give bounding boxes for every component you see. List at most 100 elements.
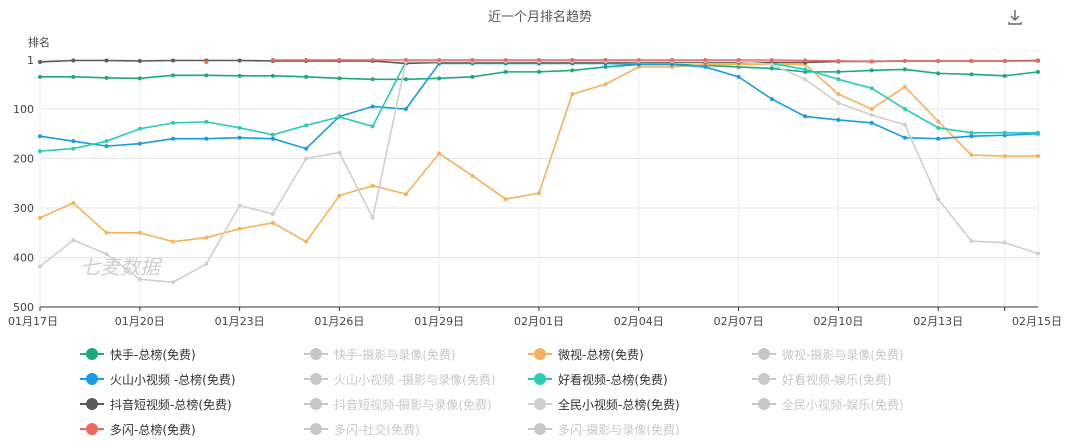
series-point[interactable] — [370, 77, 375, 82]
series-point[interactable] — [171, 120, 176, 125]
series-point[interactable] — [902, 67, 907, 72]
series-point[interactable] — [38, 264, 42, 269]
series-point[interactable] — [71, 139, 76, 144]
series-point[interactable] — [869, 86, 874, 91]
series-point[interactable] — [1002, 58, 1007, 63]
series-point[interactable] — [204, 73, 209, 78]
legend-item[interactable]: 全民小视频-总榜(免费) — [528, 394, 680, 414]
series-point[interactable] — [38, 149, 42, 154]
series-point[interactable] — [204, 119, 209, 124]
series-point[interactable] — [1036, 69, 1040, 74]
series-point[interactable] — [936, 119, 941, 124]
series-point[interactable] — [337, 193, 342, 198]
series-point[interactable] — [171, 239, 176, 244]
series-point[interactable] — [71, 146, 76, 151]
series-point[interactable] — [304, 58, 309, 62]
series-point[interactable] — [1036, 58, 1040, 63]
series-point[interactable] — [869, 59, 874, 64]
series-point[interactable] — [936, 125, 941, 130]
series-point[interactable] — [104, 230, 109, 235]
legend-item[interactable]: 全民小视频-娱乐(免费) — [752, 394, 904, 414]
series-point[interactable] — [237, 58, 242, 63]
series-point[interactable] — [769, 97, 774, 102]
series-point[interactable] — [537, 58, 541, 62]
series-point[interactable] — [603, 64, 608, 69]
series-point[interactable] — [171, 73, 176, 78]
series-point[interactable] — [902, 135, 907, 140]
series-point[interactable] — [836, 69, 841, 74]
series-point[interactable] — [270, 132, 275, 137]
series-point[interactable] — [370, 215, 375, 220]
series-point[interactable] — [71, 58, 76, 63]
series-point[interactable] — [204, 59, 209, 64]
series-point[interactable] — [137, 141, 142, 146]
series-point[interactable] — [437, 151, 442, 156]
series-point[interactable] — [902, 122, 907, 127]
series-point[interactable] — [38, 59, 42, 64]
series-point[interactable] — [936, 197, 941, 202]
series-point[interactable] — [270, 136, 275, 141]
legend-item[interactable]: 微视-摄影与录像(免费) — [752, 344, 904, 364]
legend-item[interactable]: 抖音短视频-总榜(免费) — [80, 394, 232, 414]
series-point[interactable] — [1002, 130, 1007, 135]
series-point[interactable] — [337, 76, 342, 81]
series-point[interactable] — [803, 58, 808, 63]
series-point[interactable] — [1036, 130, 1040, 135]
legend-item[interactable]: 火山小视频 -摄影与录像(免费) — [304, 369, 496, 389]
legend-item[interactable]: 多闪-社交(免费) — [304, 419, 420, 439]
series-point[interactable] — [803, 114, 808, 119]
series-point[interactable] — [869, 112, 874, 117]
series-point[interactable] — [403, 192, 408, 197]
series-point[interactable] — [836, 77, 841, 82]
series-point[interactable] — [403, 107, 408, 112]
series-point[interactable] — [836, 101, 841, 106]
series-point[interactable] — [437, 76, 442, 81]
series-point[interactable] — [270, 58, 275, 62]
series-point[interactable] — [437, 58, 442, 62]
series-point[interactable] — [503, 69, 508, 74]
series-point[interactable] — [403, 77, 408, 82]
series-point[interactable] — [370, 124, 375, 129]
series-point[interactable] — [969, 130, 974, 135]
series-point[interactable] — [1036, 154, 1040, 159]
series-point[interactable] — [803, 67, 808, 72]
series-point[interactable] — [104, 144, 109, 149]
series-point[interactable] — [503, 197, 508, 202]
series-point[interactable] — [969, 58, 974, 63]
legend-item[interactable]: 快手-总榜(免费) — [80, 344, 196, 364]
series-point[interactable] — [1002, 240, 1007, 245]
series-point[interactable] — [204, 136, 209, 141]
legend-item[interactable]: 好看视频-总榜(免费) — [528, 369, 668, 389]
legend-item[interactable]: 好看视频-娱乐(免费) — [752, 369, 892, 389]
series-point[interactable] — [703, 58, 708, 62]
series-point[interactable] — [969, 239, 974, 244]
series-point[interactable] — [370, 58, 375, 62]
series-point[interactable] — [137, 76, 142, 81]
series-point[interactable] — [503, 58, 508, 62]
series-point[interactable] — [470, 74, 475, 79]
series-point[interactable] — [969, 72, 974, 77]
series-point[interactable] — [171, 58, 176, 63]
series-point[interactable] — [304, 123, 309, 128]
series-point[interactable] — [836, 58, 841, 63]
series-point[interactable] — [304, 146, 309, 151]
series-point[interactable] — [902, 84, 907, 89]
series-point[interactable] — [636, 58, 641, 62]
series-point[interactable] — [836, 117, 841, 122]
series-point[interactable] — [337, 150, 342, 155]
series-point[interactable] — [137, 277, 142, 282]
series-point[interactable] — [270, 211, 275, 216]
series-point[interactable] — [38, 74, 42, 79]
series-point[interactable] — [237, 125, 242, 130]
legend-item[interactable]: 多闪-摄影与录像(免费) — [528, 419, 680, 439]
series-point[interactable] — [936, 71, 941, 76]
series-point[interactable] — [337, 114, 342, 119]
series-point[interactable] — [803, 77, 808, 82]
series-point[interactable] — [403, 58, 408, 62]
legend-item[interactable]: 多闪-总榜(免费) — [80, 419, 196, 439]
series-point[interactable] — [71, 238, 76, 243]
series-point[interactable] — [836, 92, 841, 97]
series-point[interactable] — [71, 201, 76, 206]
series-point[interactable] — [869, 68, 874, 73]
series-point[interactable] — [171, 280, 176, 285]
